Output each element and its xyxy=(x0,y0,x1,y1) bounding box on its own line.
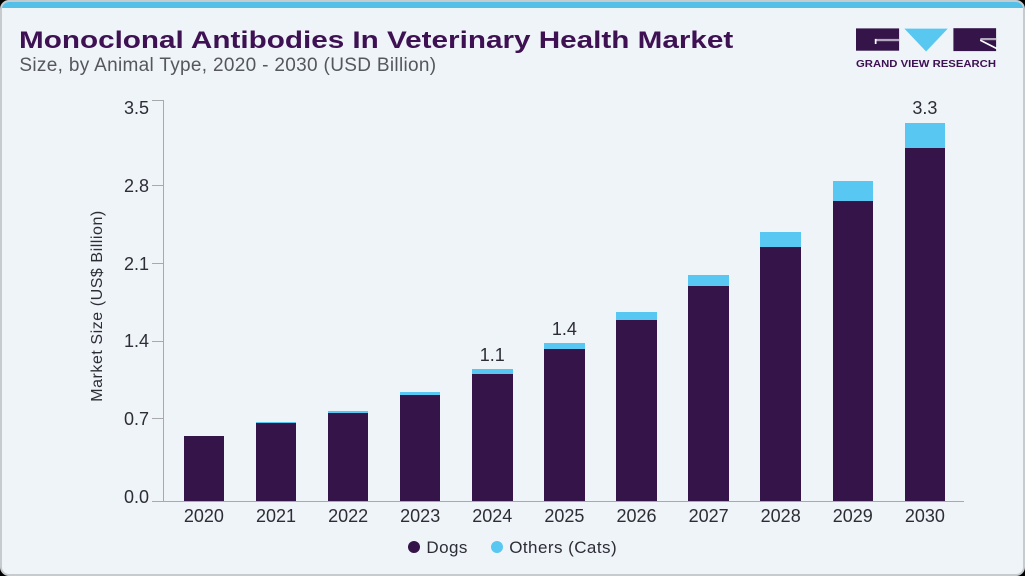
svg-text:GRAND VIEW RESEARCH: GRAND VIEW RESEARCH xyxy=(856,59,996,69)
